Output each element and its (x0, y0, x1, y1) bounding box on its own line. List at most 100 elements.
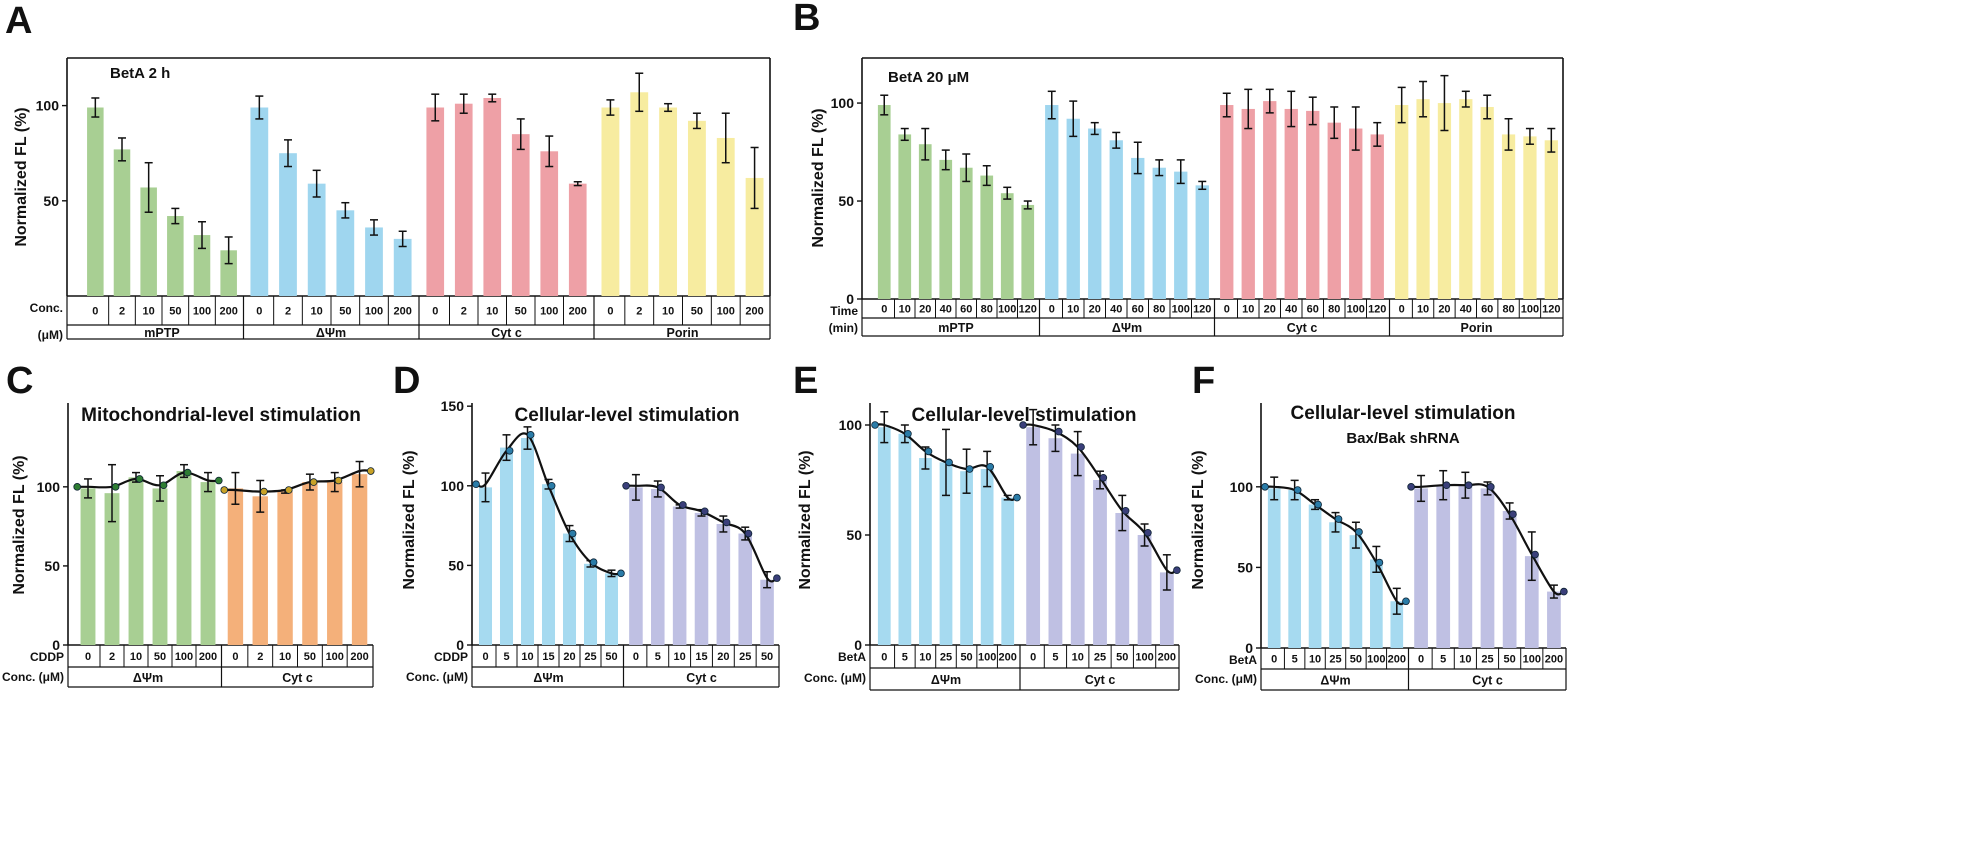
x-tick-label: 5 (1052, 652, 1058, 664)
data-point (1487, 483, 1495, 491)
x-tick-label: 50 (304, 651, 316, 663)
bar (1088, 128, 1102, 299)
data-point (904, 429, 912, 438)
x-tick-label: 25 (1094, 652, 1106, 664)
data-point (260, 487, 268, 496)
x-tick-label: 200 (199, 651, 217, 663)
bar (1327, 122, 1341, 299)
row-label-1: BetA (838, 650, 866, 664)
x-tick-label: 0 (607, 306, 613, 318)
panel-letter: B (793, 0, 820, 39)
bar (1502, 510, 1517, 648)
x-tick-label: 50 (960, 652, 972, 664)
x-tick-label: 60 (1307, 304, 1319, 316)
bar (193, 235, 211, 296)
bar (1544, 140, 1558, 299)
group-label: ΔΨm (1112, 321, 1142, 335)
bar (454, 103, 473, 296)
data-point (547, 481, 556, 490)
bar (1066, 118, 1080, 299)
x-tick-label: 2 (636, 306, 642, 318)
x-tick-label: 20 (717, 651, 729, 663)
x-tick-label: 200 (745, 306, 763, 318)
row-label-1: CDDP (30, 650, 64, 664)
bar (629, 487, 643, 645)
bar (1370, 559, 1383, 648)
bar (1523, 136, 1537, 299)
y-axis-label: Normalized FL (%) (401, 450, 418, 589)
x-tick-label: 50 (1350, 654, 1362, 666)
bar (227, 488, 244, 645)
bar (113, 149, 131, 296)
x-tick-label: 0 (1418, 654, 1424, 666)
group-label: Cyt c (491, 326, 522, 340)
x-tick-label: 40 (1285, 304, 1297, 316)
group-porin: 0 10 20 40 60 80 100 120 Porin (1388, 74, 1560, 336)
group-mptp: 0 2 10 50 100 200 mPTP (87, 97, 238, 340)
y-tick-label: 0 (1245, 640, 1253, 656)
bar (1524, 556, 1539, 648)
row-label-2: Conc. (μM) (406, 670, 468, 684)
group-m: 0 2 10 50 100 200 ΔΨm (73, 463, 223, 685)
bar (562, 533, 577, 645)
x-tick-label: 25 (739, 651, 751, 663)
data-point (334, 476, 343, 485)
bar (1501, 134, 1516, 299)
bar (1152, 167, 1166, 299)
bar (140, 187, 157, 296)
group-m: 0 5 10 25 50 100 200 ΔΨm (1261, 476, 1410, 688)
x-tick-label: 60 (1481, 304, 1493, 316)
bar (365, 227, 383, 296)
x-tick-label: 0 (232, 651, 238, 663)
bar (277, 491, 293, 645)
bar (738, 533, 752, 645)
x-tick-label: 10 (662, 306, 674, 318)
x-tick-label: 40 (940, 304, 952, 316)
y-tick-label: 0 (846, 291, 854, 307)
y-tick-label: 0 (52, 637, 60, 653)
x-tick-label: 2 (461, 306, 467, 318)
data-point (945, 458, 953, 467)
group-cytc: 0 5 10 25 50 100 200 Cyt c (1407, 469, 1568, 690)
x-tick-label: 0 (432, 306, 438, 318)
data-point (657, 483, 665, 492)
x-tick-label: 50 (1504, 654, 1516, 666)
bar (1021, 204, 1035, 299)
bar (167, 216, 184, 296)
bar (630, 92, 649, 296)
data-point (1509, 510, 1517, 519)
bar (1195, 185, 1209, 299)
data-point (159, 481, 168, 490)
x-tick-label: 60 (960, 304, 972, 316)
x-tick-label: 10 (521, 651, 533, 663)
bar (483, 97, 502, 296)
x-tick-label: 200 (569, 306, 587, 318)
data-point (589, 558, 598, 567)
bar (252, 496, 268, 645)
bar (1436, 485, 1451, 648)
data-point (215, 476, 223, 485)
x-tick-label: 100 (1367, 654, 1385, 666)
data-point (183, 468, 192, 477)
group-label: Porin (667, 326, 699, 340)
x-tick-label: 25 (1329, 654, 1341, 666)
y-tick-label: 100 (37, 479, 61, 495)
group-label: ΔΨm (133, 671, 163, 685)
bar (1174, 171, 1188, 299)
bar (1026, 427, 1041, 645)
x-tick-label: 0 (92, 306, 98, 318)
panel-subtitle: Bax/Bak shRNA (1346, 430, 1460, 447)
data-point (965, 465, 974, 473)
data-point (924, 447, 933, 456)
bar (716, 137, 735, 296)
bar (918, 144, 932, 299)
group-label: mPTP (144, 326, 179, 340)
x-tick-label: 80 (1502, 304, 1514, 316)
bar (1416, 99, 1430, 300)
data-point (1144, 528, 1152, 537)
x-tick-label: 200 (1545, 654, 1563, 666)
data-point (111, 483, 120, 491)
x-tick-label: 10 (919, 652, 931, 664)
data-point (1375, 558, 1384, 567)
x-tick-label: 10 (1309, 654, 1321, 666)
